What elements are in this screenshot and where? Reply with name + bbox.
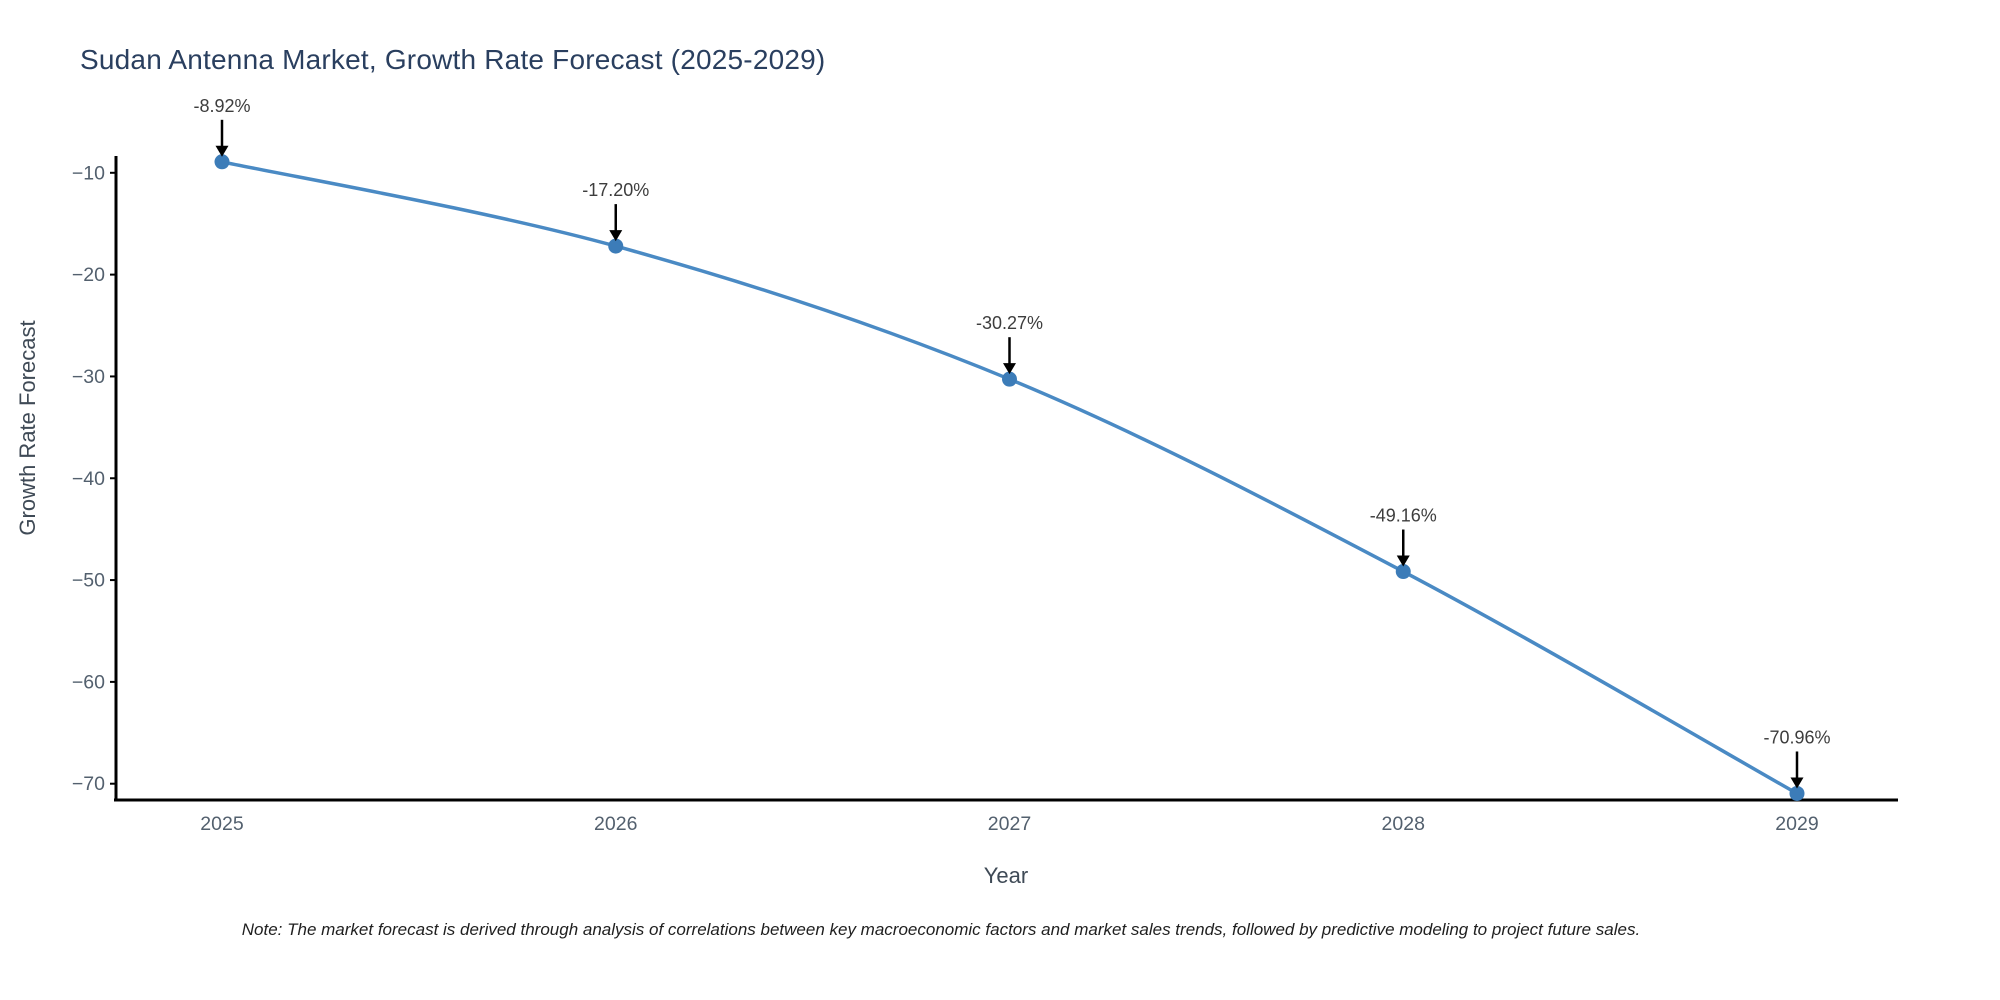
footnote: Note: The market forecast is derived thr…: [241, 920, 1641, 939]
point-label-2028: -49.16%: [1370, 506, 1437, 526]
y-tick-label: −40: [72, 468, 105, 490]
x-tick-label: 2027: [988, 813, 1031, 835]
x-tick-label: 2028: [1382, 813, 1425, 835]
annotation-arrowhead: [215, 145, 229, 157]
y-tick-label: −20: [72, 264, 105, 286]
annotation-arrowhead: [1003, 363, 1016, 375]
x-tick-label: 2029: [1775, 813, 1818, 835]
forecast-line: [220, 160, 1799, 796]
point-label-2027: -30.27%: [976, 313, 1043, 333]
point-label-2025: -8.92%: [193, 96, 250, 116]
y-tick-label: −10: [72, 162, 105, 184]
data-point-2029: [1789, 785, 1805, 801]
x-axis-title: Year: [983, 863, 1029, 888]
y-tick-label: −30: [72, 366, 105, 388]
y-axis-title: Growth Rate Forecast: [15, 320, 40, 536]
y-tick-label: −70: [72, 773, 105, 795]
data-point-2027: [1002, 371, 1017, 387]
chart-title: Sudan Antenna Market, Growth Rate Foreca…: [80, 44, 826, 75]
data-point-2026: [608, 238, 624, 254]
y-tick-label: −60: [72, 671, 105, 693]
x-tick-label: 2026: [594, 813, 637, 835]
data-point-2028: [1395, 564, 1411, 580]
annotation-arrowhead: [1790, 777, 1804, 789]
x-tick-label: 2025: [200, 813, 244, 835]
point-label-2029: -70.96%: [1763, 727, 1830, 747]
annotation-arrowhead: [609, 230, 623, 242]
y-tick-label: −50: [72, 570, 105, 592]
point-label-2026: -17.20%: [582, 180, 649, 200]
annotation-arrowhead: [1396, 555, 1410, 567]
data-point-2025: [214, 154, 230, 170]
